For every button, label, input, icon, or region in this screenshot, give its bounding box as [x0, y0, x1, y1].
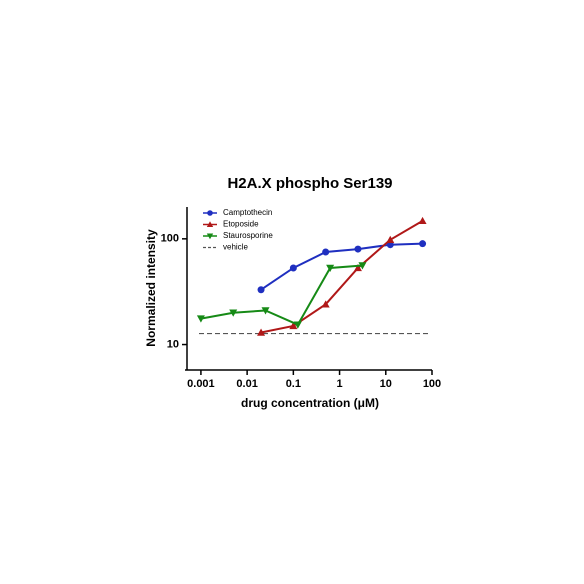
- x-tick-label: 0.01: [236, 378, 257, 390]
- x-axis-label: drug concentration (μM): [241, 396, 379, 410]
- marker: [353, 263, 362, 272]
- legend-label: vehicle: [223, 243, 248, 252]
- marker: [257, 328, 266, 336]
- marker: [196, 315, 205, 323]
- legend-marker: [207, 210, 213, 216]
- y-axis-label: Normalized intensity: [144, 229, 158, 347]
- legend-marker: [206, 221, 214, 228]
- x-tick-label: 0.001: [187, 378, 215, 390]
- legend-marker: [206, 233, 214, 240]
- marker: [354, 245, 362, 253]
- chart-title: H2A.X phospho Ser139: [227, 175, 392, 192]
- x-tick-label: 10: [380, 378, 392, 390]
- legend-label: Staurosporine: [223, 231, 273, 240]
- x-tick-label: 1: [337, 378, 343, 390]
- x-tick-label: 0.1: [286, 378, 301, 390]
- series-line: [260, 219, 424, 334]
- marker: [326, 264, 335, 272]
- legend-label: Camptothecin: [223, 208, 272, 217]
- marker: [321, 300, 330, 308]
- series-line: [260, 242, 423, 291]
- legend-label: Etoposide: [223, 220, 259, 229]
- marker: [386, 235, 395, 243]
- marker: [257, 286, 265, 294]
- marker: [289, 264, 297, 272]
- marker: [289, 321, 298, 330]
- marker: [418, 216, 427, 225]
- marker: [261, 307, 270, 315]
- series-line: [200, 264, 363, 327]
- marker: [419, 240, 427, 248]
- marker: [358, 262, 367, 270]
- marker: [229, 309, 238, 317]
- y-tick-label: 10: [167, 338, 179, 350]
- marker: [322, 248, 330, 256]
- marker: [293, 321, 302, 329]
- x-tick-label: 100: [423, 378, 441, 390]
- y-tick-label: 100: [161, 233, 179, 245]
